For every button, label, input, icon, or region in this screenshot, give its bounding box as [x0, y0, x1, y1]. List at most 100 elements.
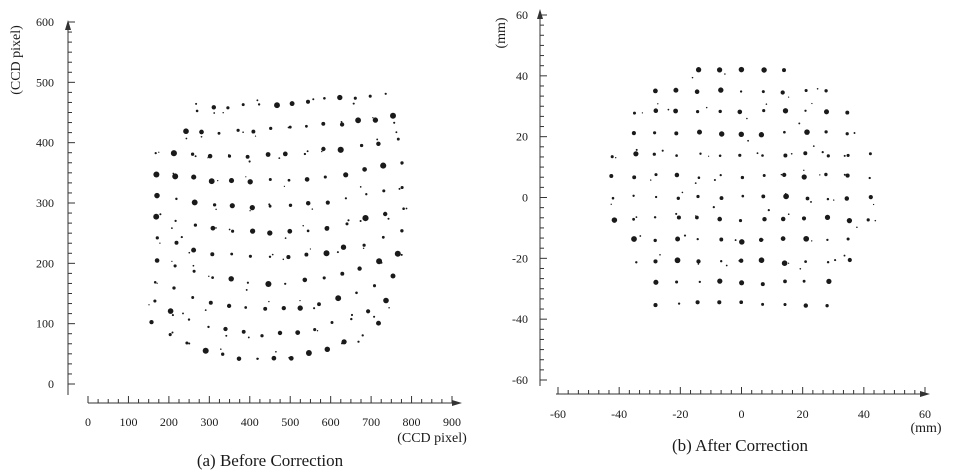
before-correction-dot [213, 112, 216, 114]
before-correction-dot [353, 96, 357, 100]
before-correction-dot [289, 101, 295, 107]
after-correction-dot [673, 87, 679, 93]
after-correction-dot [654, 173, 658, 177]
before-correction-dot [154, 152, 157, 155]
before-correction-dots [148, 92, 408, 361]
after-correction-dot [739, 90, 743, 93]
after-correction-dot [811, 102, 813, 105]
after-correction-dot [694, 89, 700, 95]
after-correction-dot [824, 214, 831, 221]
before-correction-dot [305, 124, 308, 128]
after-correction-dot [725, 264, 728, 267]
before-correction-dot [249, 228, 256, 234]
before-correction-dot [383, 211, 388, 217]
before-correction-dot [299, 299, 301, 302]
after-correction-dot [713, 178, 716, 182]
after-correction-dot [847, 257, 852, 263]
after-correction-dot [803, 151, 808, 156]
before-correction-dot [256, 99, 259, 102]
after-correction-y-tick-label: 60 [516, 8, 528, 22]
before-correction-dot [263, 306, 268, 311]
before-correction-dot [345, 222, 349, 226]
before-correction-dot [241, 103, 245, 107]
before-correction-dot [405, 207, 408, 210]
before-correction-dot [362, 243, 366, 247]
before-correction-dot [382, 189, 386, 193]
after-correction-y-tick-label: 20 [516, 130, 528, 144]
before-correction-y-tick-label: 0 [48, 377, 54, 391]
before-correction-axes: 0 100 200 300 400 500 600 700 800 900 0 100 200 300 40… [36, 15, 462, 429]
before-correction-dot [230, 252, 234, 256]
before-correction-dot [182, 312, 184, 315]
after-correction-dot [834, 259, 837, 262]
before-correction-dot [231, 229, 235, 233]
after-correction-dot [738, 66, 745, 73]
before-correction-x-axis-label: (CCD pixel) [397, 431, 467, 446]
after-correction-dot [708, 155, 710, 157]
before-correction-x-tick-label: 400 [241, 415, 259, 429]
before-correction-y-tick-label: 100 [36, 317, 54, 331]
before-correction-dot [317, 302, 321, 307]
after-correction-dot [675, 212, 678, 215]
after-correction-dot [611, 217, 618, 223]
after-correction-dot [631, 236, 637, 242]
before-correction-dot [236, 356, 242, 361]
after-correction-dot [675, 236, 681, 242]
after-correction-dot [767, 209, 770, 212]
before-correction-dot [191, 296, 195, 299]
before-correction-dot [321, 146, 326, 152]
after-correction-dot [632, 111, 637, 115]
after-correction-dot [695, 215, 697, 217]
after-correction-x-tick-label: 0 [739, 407, 745, 421]
before-correction-y-tick-label: 400 [36, 136, 54, 150]
before-correction-dot [207, 153, 213, 159]
after-correction-dot [712, 206, 715, 209]
after-correction-dot [653, 108, 659, 113]
before-correction-dot [211, 105, 217, 110]
before-correction-dot [306, 229, 310, 233]
after-correction-dot [698, 280, 701, 284]
after-correction-dot [747, 139, 749, 142]
after-correction-dot [695, 300, 700, 305]
after-correction-dot [696, 259, 701, 264]
before-correction-dot [323, 250, 330, 257]
after-correction-dot [738, 153, 742, 157]
before-correction-y-tick-label: 200 [36, 256, 54, 270]
before-correction-dot [191, 199, 198, 206]
after-correction-dot [826, 260, 830, 264]
before-correction-y-tick-label: 300 [36, 196, 54, 210]
after-correction-dot [798, 122, 801, 125]
after-correction-dot [781, 260, 788, 267]
before-correction-dot [312, 98, 315, 101]
after-correction-dot [734, 239, 737, 242]
before-correction-dot [248, 160, 251, 163]
before-correction-dot [352, 102, 355, 105]
before-correction-dot [361, 334, 364, 337]
after-correction-dot [787, 213, 790, 216]
before-correction-dot [339, 122, 345, 127]
before-correction-dot [388, 306, 390, 309]
before-correction-dot [380, 261, 383, 264]
before-correction-x-tick-label: 200 [160, 415, 178, 429]
before-correction-dot [357, 266, 362, 271]
after-correction-dot [845, 132, 849, 136]
before-correction-x-tick-label: 800 [403, 415, 421, 429]
after-correction-dot [674, 172, 680, 178]
before-correction-dot [202, 347, 209, 354]
before-correction-dot [305, 350, 312, 356]
before-correction-dot [362, 215, 369, 222]
after-correction-dot [762, 258, 765, 261]
before-correction-dot [159, 213, 162, 216]
after-correction-dot [821, 151, 824, 154]
before-correction-dot [253, 229, 255, 231]
before-correction-dot [188, 251, 191, 254]
before-correction-y-axis-label: (CCD pixel) [9, 25, 24, 95]
before-correction-dot [323, 97, 326, 100]
after-correction-dot [826, 238, 829, 242]
after-correction-dot [761, 302, 765, 306]
after-correction-dot [650, 179, 652, 181]
after-correction-dot [846, 237, 850, 241]
after-correction-dot [681, 191, 684, 194]
after-correction-dot [652, 152, 656, 156]
after-correction-dot [673, 108, 678, 114]
